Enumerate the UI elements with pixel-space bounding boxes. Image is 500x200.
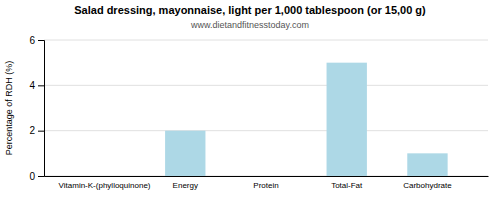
subtitle: www.dietandfitnesstoday.com xyxy=(190,20,309,30)
tick: 0 xyxy=(29,171,44,182)
axis-line xyxy=(38,41,45,177)
grid-line xyxy=(44,85,488,86)
grid xyxy=(44,40,488,176)
tick-mark xyxy=(38,131,44,132)
bar xyxy=(327,63,367,176)
bar xyxy=(246,176,286,177)
bar xyxy=(407,153,447,176)
tick: Energy xyxy=(173,181,198,190)
bar xyxy=(165,131,205,176)
bar xyxy=(84,176,124,177)
plot: 0 2 4 6 Vitamin-K-(phylloquinone) Energy Prote… xyxy=(29,35,488,190)
tick-mark xyxy=(38,40,44,41)
tick-label: Carbohydrate xyxy=(403,181,452,190)
tick-label: Energy xyxy=(173,181,198,190)
tick-label: Total-Fat xyxy=(331,181,363,190)
tick: 4 xyxy=(29,80,44,91)
tick-label: Vitamin-K-(phylloquinone) xyxy=(59,181,151,190)
y-axis-title: Percentage of RDH (%) xyxy=(4,61,14,156)
chart: Salad dressing, mayonnaise, light per 1,… xyxy=(0,0,500,200)
tick: Total-Fat xyxy=(331,181,363,190)
tick-label: Protein xyxy=(253,181,278,190)
tick: Carbohydrate xyxy=(403,181,452,190)
tick: 6 xyxy=(29,35,44,46)
x-axis: Vitamin-K-(phylloquinone) Energy Protein To… xyxy=(45,177,489,190)
tick: Vitamin-K-(phylloquinone) xyxy=(59,181,151,190)
tick: 2 xyxy=(29,125,44,136)
tick: Protein xyxy=(253,181,278,190)
grid-line xyxy=(44,130,488,131)
title: Salad dressing, mayonnaise, light per 1,… xyxy=(74,4,426,16)
y-axis: 0 2 4 6 xyxy=(29,35,44,182)
axis-line xyxy=(45,176,489,177)
tick-label: 6 xyxy=(29,35,35,46)
tick-label: 2 xyxy=(29,125,35,136)
bars xyxy=(165,63,448,176)
tick-mark xyxy=(38,176,44,177)
tick-label: 4 xyxy=(29,80,35,91)
tick-mark xyxy=(38,85,44,86)
tick-label: 0 xyxy=(29,171,35,182)
grid-line xyxy=(44,40,488,41)
